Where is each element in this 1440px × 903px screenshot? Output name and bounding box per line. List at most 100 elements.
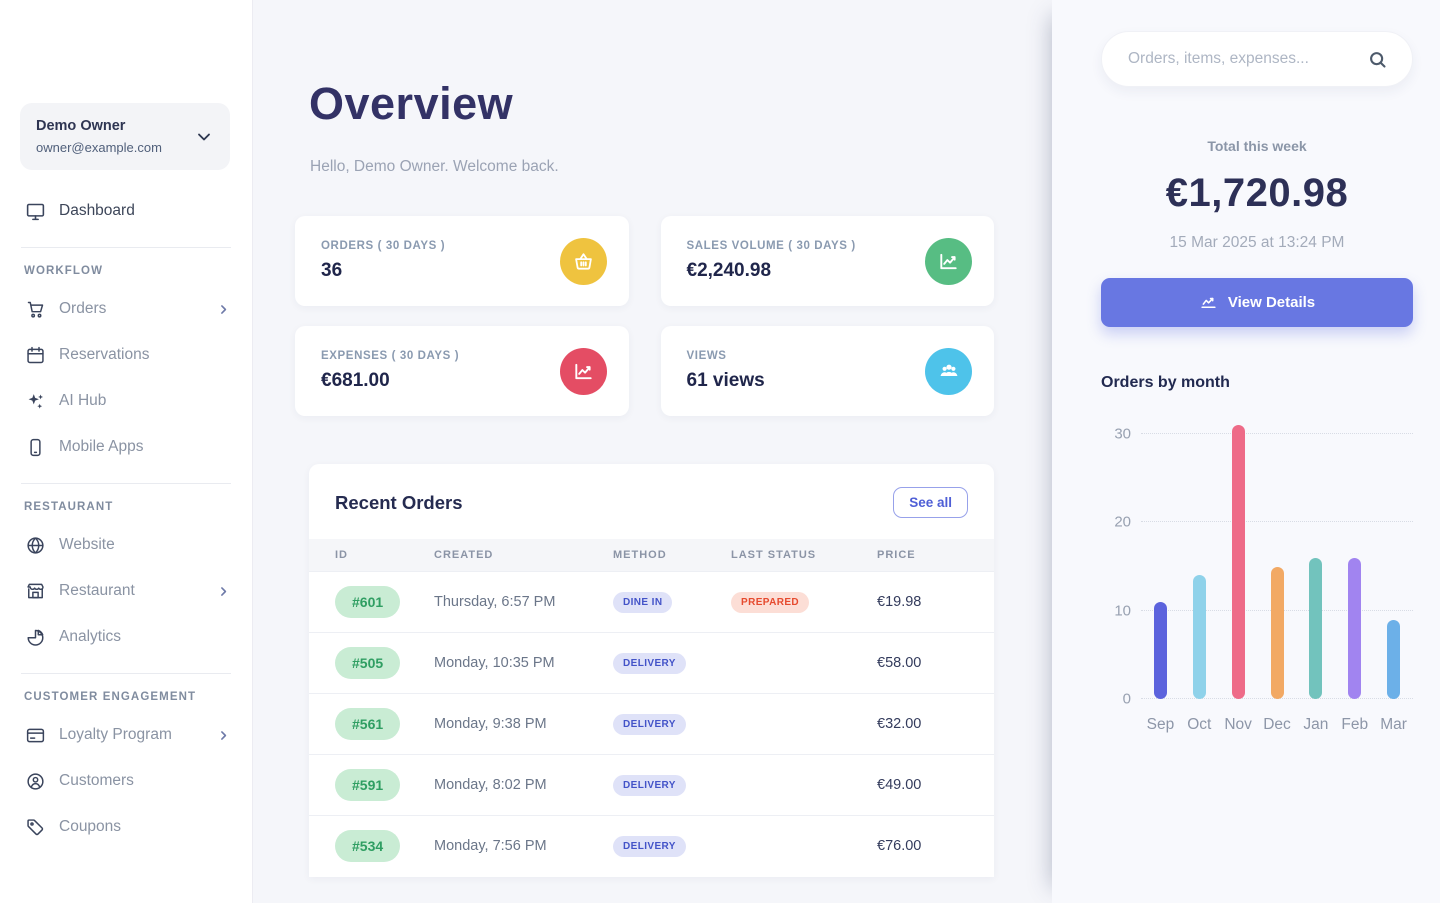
recent-orders-card: Recent Orders See all ID CREATED METHOD LAS… bbox=[309, 464, 994, 877]
search-icon[interactable] bbox=[1367, 49, 1388, 70]
recent-orders-title: Recent Orders bbox=[335, 491, 463, 513]
chart-line-icon bbox=[559, 347, 607, 395]
view-details-button[interactable]: View Details bbox=[1101, 278, 1413, 327]
sidebar-item-label: AI Hub bbox=[59, 392, 107, 409]
sidebar-item-analytics[interactable]: Analytics bbox=[0, 614, 252, 660]
y-tick-label: 10 bbox=[1114, 602, 1131, 620]
order-price: €76.00 bbox=[877, 815, 994, 877]
sidebar-item-label: Dashboard bbox=[59, 202, 135, 219]
sidebar-item-dashboard[interactable]: Dashboard bbox=[0, 188, 252, 234]
sidebar-section-label: CUSTOMER ENGAGEMENT bbox=[24, 691, 197, 703]
person-circle-icon bbox=[24, 770, 46, 792]
stat-value: €681.00 bbox=[321, 370, 390, 391]
sidebar-item-label: Restaurant bbox=[59, 582, 135, 599]
order-row[interactable]: #591 Monday, 8:02 PM DELIVERY €49.00 bbox=[309, 754, 994, 816]
sparkles-icon bbox=[24, 390, 46, 412]
total-week-label: Total this week bbox=[1207, 138, 1307, 154]
sidebar-item-loyalty-program[interactable]: Loyalty Program bbox=[0, 712, 252, 758]
order-id-badge: #505 bbox=[335, 647, 401, 679]
chart-plot-area bbox=[1141, 425, 1413, 699]
tag-icon bbox=[24, 816, 46, 838]
sidebar-item-coupons[interactable]: Coupons bbox=[0, 804, 252, 850]
see-all-button[interactable]: See all bbox=[893, 487, 968, 518]
sidebar-item-website[interactable]: Website bbox=[0, 522, 252, 568]
loyalty-card-icon bbox=[24, 724, 46, 746]
x-tick-label: Sep bbox=[1146, 716, 1175, 733]
stat-value: €2,240.98 bbox=[686, 260, 772, 281]
sidebar-divider bbox=[21, 483, 231, 484]
storefront-icon bbox=[24, 580, 46, 602]
sidebar-section-label: RESTAURANT bbox=[24, 501, 114, 513]
sidebar-item-label: Orders bbox=[59, 300, 107, 317]
stat-card-2: EXPENSES ( 30 DAYS ) €681.00 bbox=[295, 326, 629, 416]
sidebar-item-label: Loyalty Program bbox=[59, 726, 172, 743]
gridline bbox=[1141, 521, 1413, 523]
total-week-value: €1,720.98 bbox=[1165, 171, 1349, 215]
y-tick-label: 0 bbox=[1122, 690, 1131, 708]
column-header: ID bbox=[309, 539, 434, 572]
order-id-badge: #591 bbox=[335, 769, 401, 801]
sidebar-item-label: Analytics bbox=[59, 628, 122, 645]
sidebar-item-label: Mobile Apps bbox=[59, 438, 144, 455]
stat-label: EXPENSES ( 30 DAYS ) bbox=[321, 350, 460, 362]
order-method-badge: DELIVERY bbox=[613, 652, 686, 674]
orders-by-month-chart: 0 10 20 30 Sep Oct Nov Dec Jan Feb Mar bbox=[1101, 425, 1413, 734]
order-status-badge: PREPARED bbox=[731, 591, 810, 613]
order-row[interactable]: #505 Monday, 10:35 PM DELIVERY €58.00 bbox=[309, 632, 994, 694]
bar-mar bbox=[1387, 619, 1401, 699]
order-row[interactable]: #534 Monday, 7:56 PM DELIVERY €76.00 bbox=[309, 815, 994, 877]
x-tick-label: Mar bbox=[1380, 716, 1407, 733]
chart-line-icon bbox=[1199, 293, 1218, 312]
stats-grid: ORDERS ( 30 DAYS ) 36 SALES VOLUME ( 30 DA… bbox=[295, 216, 994, 416]
column-header: PRICE bbox=[877, 539, 994, 572]
sidebar-item-label: Reservations bbox=[59, 346, 150, 363]
sidebar: Demo Owner owner@example.com Dashboard W… bbox=[0, 0, 253, 903]
user-menu[interactable]: Demo Owner owner@example.com bbox=[20, 103, 230, 170]
search-input[interactable] bbox=[1128, 50, 1367, 68]
stat-label: SALES VOLUME ( 30 DAYS ) bbox=[686, 240, 856, 252]
bar-sep bbox=[1153, 601, 1167, 699]
x-tick-label: Jan bbox=[1303, 716, 1329, 733]
monitor-icon bbox=[24, 200, 46, 222]
calendar-icon bbox=[24, 344, 46, 366]
cart-icon bbox=[24, 298, 46, 320]
sidebar-divider bbox=[21, 673, 231, 674]
order-method-badge: DELIVERY bbox=[613, 774, 686, 796]
sidebar-item-ai-hub[interactable]: AI Hub bbox=[0, 378, 252, 424]
greeting-text: Hello, Demo Owner. Welcome back. bbox=[310, 158, 559, 175]
x-tick-label: Feb bbox=[1341, 716, 1369, 733]
stat-card-1: SALES VOLUME ( 30 DAYS ) €2,240.98 bbox=[660, 216, 994, 306]
sidebar-item-label: Website bbox=[59, 536, 115, 553]
sidebar-item-reservations[interactable]: Reservations bbox=[0, 332, 252, 378]
order-created: Monday, 7:56 PM bbox=[434, 815, 613, 877]
bar-dec bbox=[1270, 566, 1284, 699]
bar-jan bbox=[1309, 557, 1323, 699]
order-price: €58.00 bbox=[877, 632, 994, 694]
order-price: €19.98 bbox=[877, 571, 994, 633]
chart-up-icon bbox=[925, 237, 972, 285]
stat-value: 36 bbox=[321, 260, 343, 281]
chevron-right-icon bbox=[217, 729, 230, 742]
x-tick-label: Nov bbox=[1224, 716, 1252, 733]
orders-table: ID CREATED METHOD LAST STATUS PRICE #601 Thur… bbox=[309, 539, 994, 877]
bar-feb bbox=[1348, 557, 1362, 699]
gridline bbox=[1141, 433, 1413, 434]
order-row[interactable]: #561 Monday, 9:38 PM DELIVERY €32.00 bbox=[309, 693, 994, 755]
stat-card-0: ORDERS ( 30 DAYS ) 36 bbox=[295, 216, 629, 306]
sidebar-divider bbox=[21, 247, 231, 248]
order-method-badge: DELIVERY bbox=[613, 835, 686, 857]
user-email: owner@example.com bbox=[36, 140, 162, 155]
sidebar-item-orders[interactable]: Orders bbox=[0, 286, 252, 332]
main-content: Overview Hello, Demo Owner. Welcome back… bbox=[253, 0, 1052, 903]
sidebar-item-restaurant[interactable]: Restaurant bbox=[0, 568, 252, 614]
order-row[interactable]: #601 Thursday, 6:57 PM DINE IN PREPARED €19.… bbox=[309, 571, 994, 633]
globe-icon bbox=[24, 534, 46, 556]
x-tick-label: Dec bbox=[1263, 716, 1291, 733]
column-header: METHOD bbox=[613, 539, 731, 572]
pie-chart-icon bbox=[24, 626, 46, 648]
sidebar-item-mobile-apps[interactable]: Mobile Apps bbox=[0, 424, 252, 470]
sidebar-item-customers[interactable]: Customers bbox=[0, 758, 252, 804]
sidebar-section-label: WORKFLOW bbox=[24, 265, 104, 277]
y-tick-label: 30 bbox=[1114, 425, 1131, 443]
chart-title: Orders by month bbox=[1101, 374, 1230, 391]
